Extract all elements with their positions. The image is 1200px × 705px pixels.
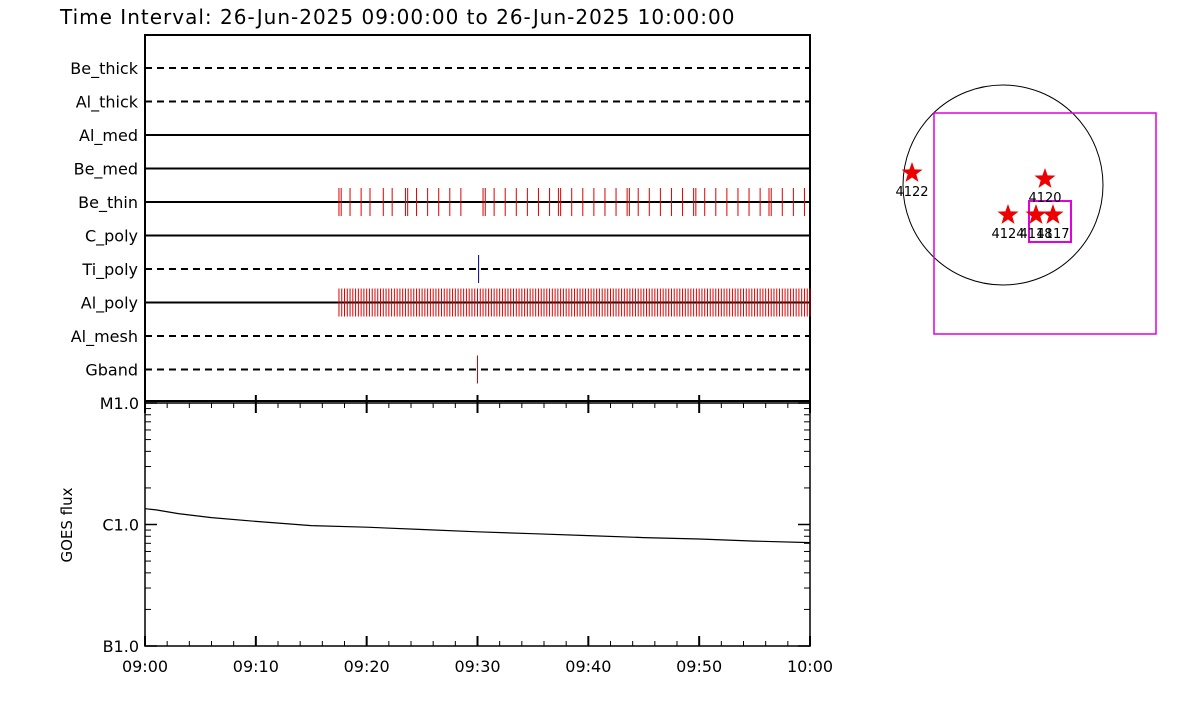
x-tick-label: 09:40 xyxy=(565,657,611,676)
filter-label-Be_thick: Be_thick xyxy=(70,59,138,79)
x-tick-label: 09:20 xyxy=(344,657,390,676)
x-tick-label: 09:50 xyxy=(676,657,722,676)
x-tick-label: 09:10 xyxy=(233,657,279,676)
filter-label-Al_mesh: Al_mesh xyxy=(71,327,138,347)
fov-small-box xyxy=(1028,200,1072,243)
x-tick-label: 09:00 xyxy=(122,657,168,676)
ar-label-4120: 4120 xyxy=(1028,191,1061,206)
x-tick-label: 09:30 xyxy=(454,657,500,676)
timeline-frame xyxy=(144,34,811,402)
goes-frame xyxy=(144,402,811,647)
filter-label-C_poly: C_poly xyxy=(85,227,138,247)
filter-label-Ti_poly: Ti_poly xyxy=(81,260,138,280)
y-tick-label: C1.0 xyxy=(102,516,139,535)
filter-label-Gband: Gband xyxy=(85,361,138,380)
goes-ylabel: GOES flux xyxy=(58,487,76,562)
ar-star-4118 xyxy=(1025,204,1047,224)
y-tick-label: B1.0 xyxy=(103,637,139,656)
filter-label-Be_thin: Be_thin xyxy=(78,193,138,213)
filter-label-Be_med: Be_med xyxy=(74,160,138,180)
filter-timeline-panel: Be_thick Al_thick Al_med Be_med Be_thin C_pol… xyxy=(70,34,811,402)
x-tick-label: 10:00 xyxy=(787,657,833,676)
ar-label-4122: 4122 xyxy=(895,185,928,200)
ar-label-4124: 4124 xyxy=(991,227,1024,242)
filter-label-Al_poly: Al_poly xyxy=(81,294,138,314)
ar-star-4124 xyxy=(997,204,1019,224)
fov-large-box xyxy=(933,112,1157,335)
goes-flux-panel: M1.0 C1.0 B1.009:00 09:10 09:20 09:30 09:40 09:… xyxy=(58,394,833,676)
ar-label-4118: 4118 xyxy=(1019,227,1052,242)
ar-star-4122 xyxy=(901,162,923,182)
ar-star-4117 xyxy=(1042,204,1064,224)
filter-label-Al_med: Al_med xyxy=(79,126,138,146)
ar-star-4120 xyxy=(1034,168,1056,188)
chart-title: Time Interval: 26-Jun-2025 09:00:00 to 2… xyxy=(59,5,735,29)
solar-limb xyxy=(902,84,1104,286)
ar-label-4117: 4117 xyxy=(1036,227,1069,242)
filter-label-Al_thick: Al_thick xyxy=(76,93,139,113)
goes-flux-line xyxy=(144,508,811,544)
y-tick-label: M1.0 xyxy=(100,394,139,413)
